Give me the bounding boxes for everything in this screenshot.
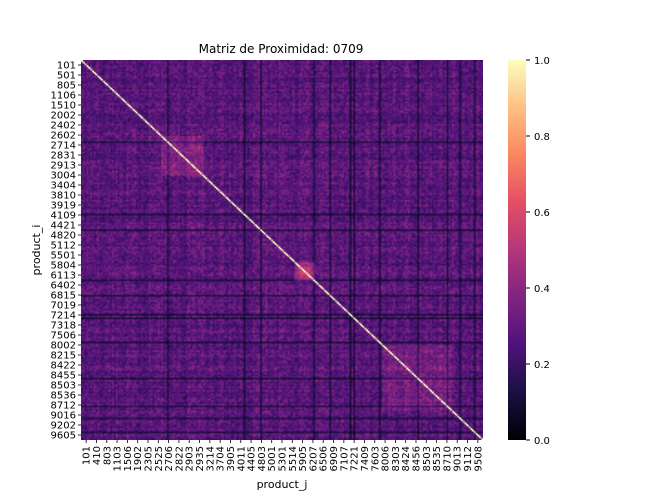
x-tick-label: 9013 [453, 446, 464, 471]
x-tick-label: 101 [82, 446, 93, 465]
x-tick-label: 9112 [463, 446, 474, 471]
x-tick-label: 410 [92, 446, 103, 465]
x-tick-label: 5514 [288, 446, 299, 471]
y-tick-label: 6402 [51, 281, 76, 292]
y-tick-label: 8503 [51, 381, 76, 392]
y-tick-label: 7019 [51, 301, 76, 312]
y-tick-label: 2913 [51, 161, 76, 172]
y-axis-label: product_i [30, 225, 43, 276]
colorbar-tick-label: 0.4 [534, 284, 550, 295]
x-tick-label: 3905 [226, 446, 237, 471]
x-tick-label: 2903 [185, 446, 196, 471]
x-tick-label: 8710 [442, 446, 453, 471]
heatmap-diagonal [80, 59, 484, 441]
heatmap [80, 59, 484, 441]
x-tick-label: 3704 [216, 446, 227, 471]
x-axis-label: product_j [257, 478, 308, 491]
colorbar: 0.0 0.2 0.4 0.6 0.8 1.0 [508, 56, 550, 447]
y-tick-label: 3810 [51, 191, 76, 202]
x-tick-label: 7221 [350, 446, 361, 471]
y-tick-label: 101 [57, 61, 76, 72]
x-tick-label: 5001 [267, 446, 278, 471]
y-tick-label: 1510 [51, 101, 76, 112]
colorbar-tick-label: 0.6 [534, 208, 550, 219]
y-tick-label: 4820 [51, 231, 76, 242]
y-tick-label: 8215 [51, 351, 76, 362]
colorbar-tick-label: 1.0 [534, 56, 550, 67]
y-tick-label: 2831 [51, 151, 76, 162]
x-axis-ticks: 101 410 803 1103 1506 1902 2305 2525 2706 2822 290… [82, 440, 484, 471]
x-tick-label: 8535 [432, 446, 443, 471]
y-tick-label: 9016 [51, 411, 76, 422]
y-tick-label: 2602 [51, 131, 76, 142]
y-tick-label: 5112 [51, 241, 76, 252]
colorbar-gradient [508, 60, 526, 440]
y-tick-label: 8455 [51, 371, 76, 382]
x-tick-label: 2305 [144, 446, 155, 471]
x-tick-label: 2935 [195, 446, 206, 471]
chart-title: Matriz de Proximidad: 0709 [199, 42, 364, 56]
x-tick-label: 803 [102, 446, 113, 465]
x-tick-label: 6506 [319, 446, 330, 471]
colorbar-tick-label: 0.0 [534, 436, 550, 447]
y-tick-label: 7506 [51, 331, 76, 342]
x-tick-label: 9508 [473, 446, 484, 471]
x-tick-label: 7107 [339, 446, 350, 471]
y-tick-label: 6113 [51, 271, 76, 282]
y-tick-label: 9202 [51, 421, 76, 432]
x-tick-label: 1902 [133, 446, 144, 471]
y-tick-label: 6815 [51, 291, 76, 302]
y-tick-label: 5804 [51, 261, 76, 272]
y-tick-label: 7318 [51, 321, 76, 332]
x-tick-label: 4011 [236, 446, 247, 471]
x-tick-label: 8006 [381, 446, 392, 471]
x-tick-label: 6207 [308, 446, 319, 471]
x-tick-label: 1103 [113, 446, 124, 471]
x-tick-label: 6909 [329, 446, 340, 471]
y-tick-label: 4421 [51, 221, 76, 232]
x-tick-label: 2525 [154, 446, 165, 471]
y-tick-label: 3004 [51, 171, 76, 182]
y-tick-label: 501 [57, 71, 76, 82]
y-tick-label: 3919 [51, 201, 76, 212]
x-tick-label: 7409 [360, 446, 371, 471]
colorbar-tick-label: 0.8 [534, 132, 550, 143]
y-axis-ticks: 1015018051106151020022402260227142831291… [51, 61, 81, 442]
y-tick-label: 2002 [51, 111, 76, 122]
x-tick-label: 5301 [278, 446, 289, 471]
y-tick-label: 805 [57, 81, 76, 92]
y-tick-label: 2402 [51, 121, 76, 132]
y-tick-label: 2714 [51, 141, 76, 152]
colorbar-ticks: 0.0 0.2 0.4 0.6 0.8 1.0 [526, 56, 550, 447]
y-tick-label: 8422 [51, 361, 76, 372]
y-tick-label: 8712 [51, 401, 76, 412]
x-tick-label: 4803 [257, 446, 268, 471]
x-tick-label: 8303 [391, 446, 402, 471]
colorbar-tick-label: 0.2 [534, 360, 550, 371]
x-tick-label: 7603 [370, 446, 381, 471]
y-tick-label: 1106 [51, 91, 76, 102]
y-tick-label: 9605 [51, 431, 76, 442]
y-tick-label: 7214 [51, 311, 76, 322]
y-tick-label: 8536 [51, 391, 76, 402]
y-tick-label: 5501 [51, 251, 76, 262]
y-tick-label: 8002 [51, 341, 76, 352]
x-tick-label: 3214 [205, 446, 216, 471]
x-tick-label: 2706 [164, 446, 175, 471]
x-tick-label: 5905 [298, 446, 309, 471]
x-tick-label: 8424 [401, 446, 412, 471]
x-tick-label: 8503 [422, 446, 433, 471]
x-tick-label: 1506 [123, 446, 134, 471]
y-tick-label: 4109 [51, 211, 76, 222]
x-tick-label: 8456 [412, 446, 423, 471]
y-tick-label: 3404 [51, 181, 76, 192]
x-tick-label: 4405 [247, 446, 258, 471]
x-tick-label: 2822 [174, 446, 185, 471]
